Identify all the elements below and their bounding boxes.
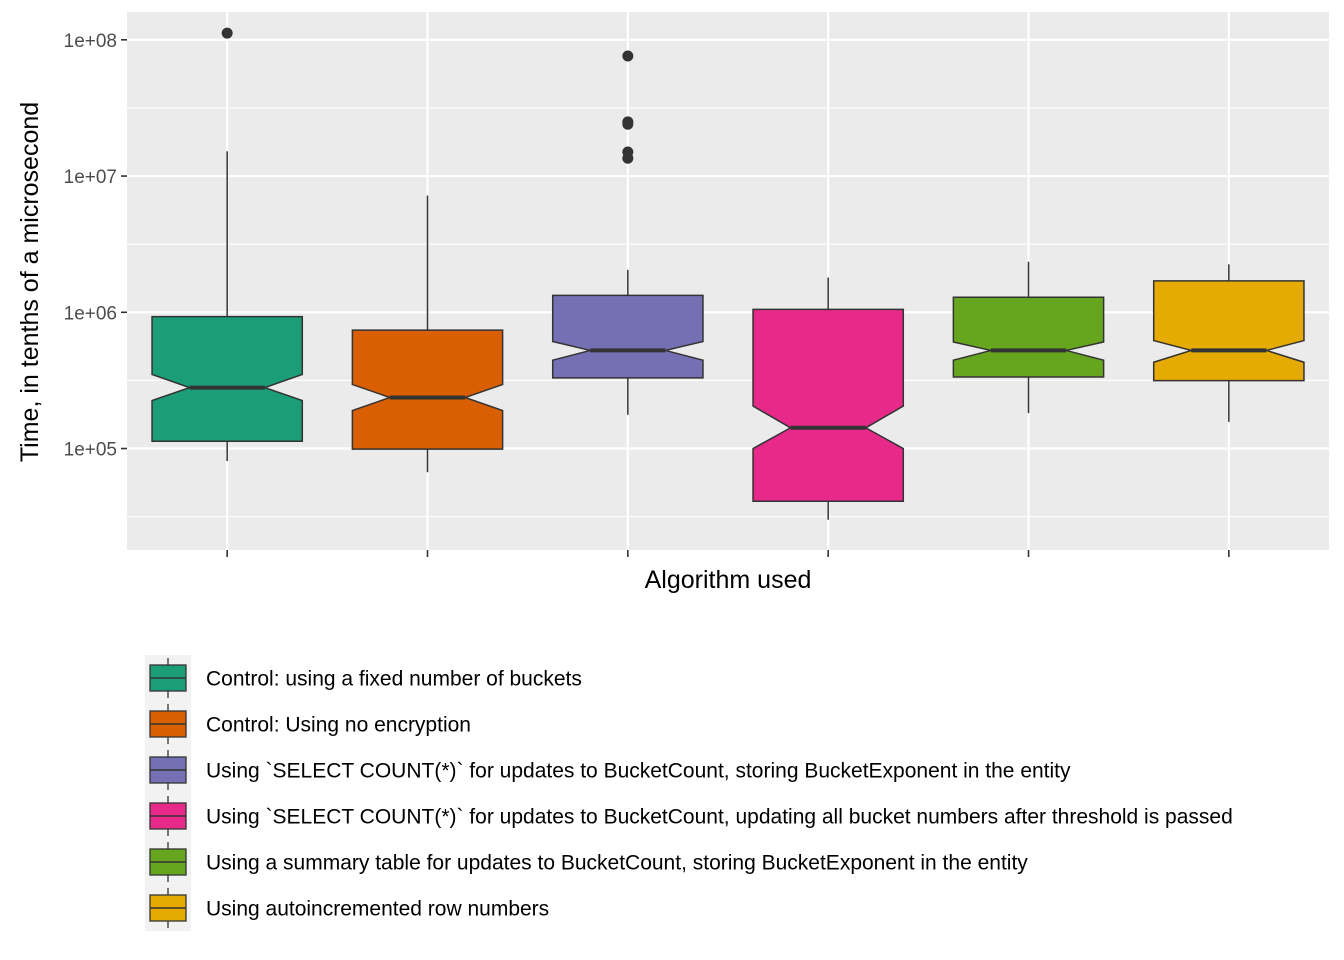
y-tick-label: 1e+07 (64, 167, 117, 188)
outlier-point (622, 50, 634, 62)
plot-panel (127, 12, 1329, 550)
outlier-point (622, 152, 634, 164)
box-body (151, 315, 304, 443)
legend-item: Using a summary table for updates to Buc… (149, 842, 1028, 882)
x-axis (226, 550, 1230, 557)
legend-item: Using `SELECT COUNT(*)` for updates to B… (149, 750, 1071, 790)
y-axis-title: Time, in tenths of a microsecond (16, 102, 44, 462)
legend-label: Using `SELECT COUNT(*)` for updates to B… (206, 806, 1233, 829)
box-body (1152, 280, 1305, 382)
box-group (151, 27, 304, 462)
legend-label: Using `SELECT COUNT(*)` for updates to B… (206, 760, 1071, 783)
grid-minor (127, 107, 1329, 518)
legend: Control: using a fixed number of buckets… (149, 658, 1233, 928)
box-body (551, 294, 704, 379)
box-group (351, 195, 504, 473)
legend-item: Control: Using no encryption (149, 704, 471, 744)
legend-item: Using autoincremented row numbers (149, 888, 549, 928)
box-body (752, 308, 905, 503)
box-group (1152, 264, 1305, 422)
legend-label: Using autoincremented row numbers (206, 898, 549, 921)
box-body (952, 296, 1105, 378)
outlier-point (622, 118, 634, 130)
y-axis: 1e+05 1e+06 1e+07 1e+08 (64, 31, 127, 461)
box-body (351, 329, 504, 450)
x-axis-title: Algorithm used (645, 566, 812, 594)
box-group (752, 277, 905, 520)
box-group (952, 261, 1105, 414)
legend-item: Using `SELECT COUNT(*)` for updates to B… (149, 796, 1233, 836)
legend-key-background (145, 655, 191, 931)
box-group (551, 50, 704, 415)
legend-item: Control: using a fixed number of buckets (149, 658, 582, 698)
legend-label: Using a summary table for updates to Buc… (206, 852, 1028, 875)
outlier-point (221, 27, 233, 39)
y-tick-label: 1e+06 (64, 303, 117, 324)
y-tick-label: 1e+05 (64, 440, 117, 461)
box-series (151, 27, 1305, 520)
legend-label: Control: Using no encryption (206, 714, 471, 737)
y-tick-label: 1e+08 (64, 31, 117, 52)
legend-label: Control: using a fixed number of buckets (206, 668, 582, 691)
